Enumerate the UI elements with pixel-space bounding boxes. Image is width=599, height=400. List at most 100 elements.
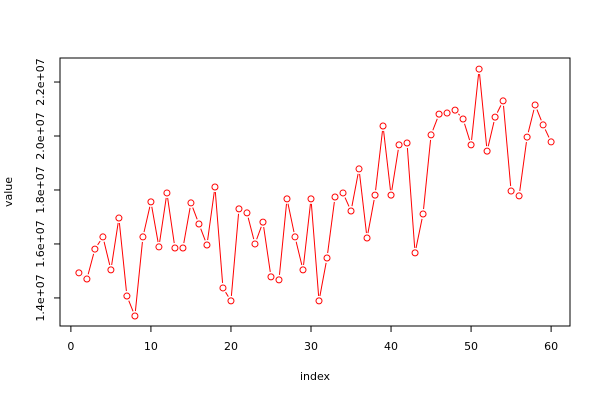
line-segment <box>310 203 320 296</box>
point <box>363 234 371 242</box>
line-segment <box>383 130 391 191</box>
point <box>195 220 203 228</box>
point <box>163 189 171 197</box>
x-tick-label: 50 <box>464 340 478 353</box>
line-segment <box>207 191 215 241</box>
point <box>515 192 523 200</box>
point <box>75 269 83 277</box>
line-segment <box>458 113 461 116</box>
point <box>147 198 155 206</box>
line-segment <box>143 206 151 233</box>
plot-box <box>59 57 571 327</box>
x-tick-label: 20 <box>224 340 238 353</box>
line-segment <box>118 222 127 292</box>
line-segment <box>464 123 471 141</box>
line-segment <box>487 121 495 147</box>
point <box>355 165 363 173</box>
point <box>155 243 163 251</box>
y-tick-label: 1.6e+07 <box>34 220 47 267</box>
x-tick-label: 30 <box>304 340 318 353</box>
point <box>523 133 531 141</box>
line-segment <box>327 201 335 254</box>
point <box>283 195 291 203</box>
line-segment <box>519 141 527 192</box>
point <box>251 240 259 248</box>
line-segment <box>103 241 111 266</box>
line-segment <box>183 207 191 244</box>
line-segment <box>128 300 134 312</box>
point <box>99 233 107 241</box>
line-segment <box>247 217 255 240</box>
point <box>427 131 435 139</box>
line-segment <box>230 213 240 296</box>
x-axis-label: index <box>300 370 331 383</box>
line-segment <box>359 173 367 234</box>
line-segment <box>256 226 262 240</box>
point <box>419 210 427 218</box>
point <box>107 266 115 274</box>
point <box>211 183 219 191</box>
point <box>499 97 507 105</box>
point <box>531 101 539 109</box>
point <box>275 276 283 284</box>
point <box>483 147 491 155</box>
line-segment <box>200 228 206 241</box>
point <box>267 273 275 281</box>
line-segment <box>151 206 159 243</box>
y-axis-label: value <box>2 177 15 207</box>
y-tick-label: 2.2e+07 <box>34 58 47 105</box>
line-segment <box>278 203 287 275</box>
point <box>315 297 323 305</box>
point <box>227 297 235 305</box>
line-segment <box>471 73 480 140</box>
point <box>179 244 187 252</box>
point <box>187 199 195 207</box>
line-segment <box>192 207 198 220</box>
x-tick-label: 40 <box>384 340 398 353</box>
point <box>115 214 123 222</box>
point <box>451 106 459 114</box>
line-segment <box>319 262 327 297</box>
point <box>507 187 515 195</box>
point <box>347 207 355 215</box>
line-segment <box>263 226 271 273</box>
point <box>123 292 131 300</box>
point <box>443 109 451 117</box>
line-segment <box>167 197 175 244</box>
line-segment <box>503 105 512 187</box>
point <box>203 241 211 249</box>
line-segment <box>544 129 550 138</box>
line-segment <box>287 203 295 233</box>
point <box>403 139 411 147</box>
line-segment <box>87 253 95 275</box>
point <box>467 141 475 149</box>
point <box>331 193 339 201</box>
point <box>371 191 379 199</box>
line-segment <box>536 109 542 121</box>
line-segment <box>214 191 224 284</box>
line-segment <box>375 130 383 191</box>
line-segment <box>432 118 438 131</box>
line-segment <box>111 222 119 265</box>
line-segment <box>423 139 432 210</box>
point <box>299 266 307 274</box>
point <box>491 113 499 121</box>
line-segment <box>225 291 229 297</box>
line-segment <box>344 197 350 207</box>
point <box>235 205 243 213</box>
line-segment <box>479 73 488 147</box>
point <box>459 115 467 123</box>
x-tick-label: 10 <box>144 340 158 353</box>
point <box>139 233 147 241</box>
point <box>307 195 315 203</box>
point <box>83 275 91 283</box>
point <box>131 312 139 320</box>
line-segment <box>97 240 101 246</box>
y-tick-label: 1.8e+07 <box>34 166 47 213</box>
line-segment <box>295 241 303 266</box>
line-segment <box>134 241 143 312</box>
point <box>291 233 299 241</box>
line-segment <box>303 203 311 265</box>
point <box>339 189 347 197</box>
line-segment <box>391 149 399 191</box>
